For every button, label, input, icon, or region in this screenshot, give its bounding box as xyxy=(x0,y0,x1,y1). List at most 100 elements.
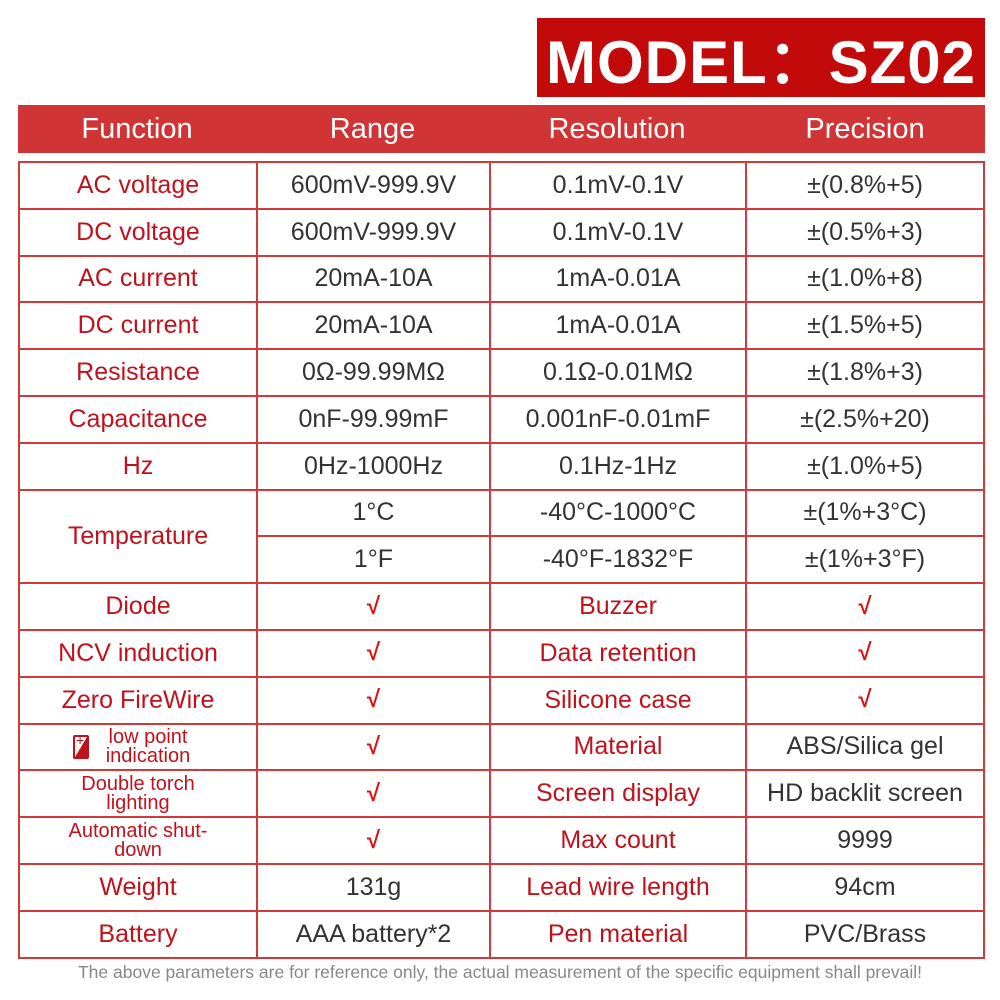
value-cell: ABS/Silica gel xyxy=(745,722,985,772)
feature-cell: Lead wire length xyxy=(489,862,747,912)
resolution-cell-text: 1mA-0.01A xyxy=(555,311,681,340)
precision-cell-text: ±(1%+3°F) xyxy=(804,545,926,574)
disclaimer: The above parameters are for reference o… xyxy=(77,962,922,982)
function-cell-text: DC voltage xyxy=(76,217,200,246)
value-cell-text: HD backlit screen xyxy=(767,779,963,808)
value-cell: 94cm xyxy=(745,862,985,912)
feature-cell: Double torch lighting xyxy=(18,769,258,819)
header-function: Function xyxy=(81,112,193,145)
value-cell-text: √ xyxy=(366,592,381,620)
value-cell-text: 131g xyxy=(345,872,402,901)
feature-cell: Screen display xyxy=(489,769,747,819)
table-row: 1°F -40°F-1832°F ±(1%+3°F) xyxy=(19,535,985,585)
function-cell-text: DC current xyxy=(77,311,199,340)
spec-table: AC voltage 600mV-999.9V 0.1mV-0.1V ±(0.8%+5… xyxy=(18,161,985,959)
value-cell: √ xyxy=(745,628,985,678)
precision-cell: ±(1.0%+8) xyxy=(745,254,985,304)
range-cell-text: 0nF-99.99mF xyxy=(298,404,449,433)
value-cell: √ xyxy=(256,675,491,725)
precision-cell-text: ±(2.5%+20) xyxy=(800,404,930,433)
precision-cell: ±(1.8%+3) xyxy=(745,348,985,397)
range-cell-text: 0Ω-99.99MΩ xyxy=(302,358,445,387)
value-cell: √ xyxy=(745,582,985,631)
range-cell: 20mA-10A xyxy=(256,254,491,304)
precision-cell: ±(1%+3°C) xyxy=(745,488,985,538)
feature-cell-text: NCV induction xyxy=(58,638,218,667)
value-cell-text: PVC/Brass xyxy=(803,919,927,948)
resolution-cell: 0.1Ω-0.01MΩ xyxy=(489,348,747,397)
feature-cell: Pen material xyxy=(489,909,747,959)
precision-cell-text: ±(1.8%+3) xyxy=(807,358,923,387)
feature-cell-text: Silicone case xyxy=(544,685,692,714)
range-cell: 1°C xyxy=(256,488,491,538)
feature-cell-text: Automatic shut-down xyxy=(68,819,208,861)
resolution-cell: 1mA-0.01A xyxy=(489,254,747,304)
feature-cell-text: Battery xyxy=(98,919,178,948)
resolution-cell-text: 0.1Hz-1Hz xyxy=(558,451,678,480)
function-cell: Resistance xyxy=(18,348,258,397)
feature-cell: Data retention xyxy=(489,628,747,678)
table-row: Temperature 1°C -40°C-1000°C ±(1%+3°C) xyxy=(18,488,985,585)
feature-cell: NCV induction xyxy=(18,628,258,678)
function-cell: DC voltage xyxy=(18,207,258,257)
table-row: Automatic shut-down √ Max count 9999 xyxy=(18,816,985,865)
feature-cell: Automatic shut-down xyxy=(18,816,258,865)
table-row: NCV induction √ Data retention √ xyxy=(18,628,985,678)
function-cell-text: Temperature xyxy=(67,521,209,550)
range-cell-text: 20mA-10A xyxy=(314,311,433,340)
function-cell-text: Hz xyxy=(122,451,154,480)
table-row: Diode √ Buzzer √ xyxy=(18,582,985,631)
resolution-cell-text: 1mA-0.01A xyxy=(555,264,681,293)
feature-cell-text: Double torch lighting xyxy=(81,772,195,814)
function-cell: Hz xyxy=(18,441,258,491)
feature-cell: Diode xyxy=(18,582,258,631)
table-row: DC current 20mA-10A 1mA-0.01A ±(1.5%+5) xyxy=(18,301,985,351)
feature-cell-text: Pen material xyxy=(547,919,689,948)
value-cell-text: 9999 xyxy=(837,826,893,855)
value-cell: 131g xyxy=(256,862,491,912)
function-cell: Temperature xyxy=(18,488,258,585)
value-cell-text: √ xyxy=(366,732,381,760)
table-row: AC voltage 600mV-999.9V 0.1mV-0.1V ±(0.8%+5… xyxy=(18,161,985,210)
function-cell-text: AC current xyxy=(78,264,198,293)
table-header: Function Range Resolution Precision xyxy=(18,105,985,153)
feature-cell: Weight xyxy=(18,862,258,912)
resolution-cell: 0.1Hz-1Hz xyxy=(489,441,747,491)
feature-cell: Buzzer xyxy=(489,582,747,631)
table-row: low point indication √ Material ABS/Silica … xyxy=(18,722,985,772)
value-cell-text: √ xyxy=(366,826,381,854)
feature-cell-text: Screen display xyxy=(536,779,700,808)
table-row: Double torch lighting √ Screen display HD b… xyxy=(18,769,985,819)
value-cell: HD backlit screen xyxy=(745,769,985,819)
feature-cell-text: low point indication xyxy=(105,725,191,767)
table-row: Hz 0Hz-1000Hz 0.1Hz-1Hz ±(1.0%+5) xyxy=(18,441,985,491)
value-cell-text: √ xyxy=(858,592,872,620)
feature-cell-text: Weight xyxy=(99,872,177,901)
value-cell-text: 94cm xyxy=(834,872,896,901)
precision-cell-text: ±(1.0%+5) xyxy=(807,451,923,480)
resolution-cell: -40°F-1832°F xyxy=(489,535,747,585)
range-cell-text: 1°F xyxy=(353,545,394,574)
feature-cell: Zero FireWire xyxy=(18,675,258,725)
range-cell: 0nF-99.99mF xyxy=(256,394,491,444)
table-row: Zero FireWire √ Silicone case √ xyxy=(18,675,985,725)
value-cell: √ xyxy=(745,675,985,725)
model-title: MODEL：SZ02 xyxy=(537,18,985,97)
table-row: AC current 20mA-10A 1mA-0.01A ±(1.0%+8) xyxy=(18,254,985,304)
range-cell: 20mA-10A xyxy=(256,301,491,351)
feature-cell-text: Data retention xyxy=(539,638,697,667)
resolution-cell-text: -40°F-1832°F xyxy=(542,545,694,574)
value-cell: √ xyxy=(256,722,491,772)
table-row: Capacitance 0nF-99.99mF 0.001nF-0.01mF ±(2.… xyxy=(18,394,985,444)
value-cell-text: √ xyxy=(366,686,381,714)
precision-cell-text: ±(1%+3°C) xyxy=(803,498,927,527)
precision-cell: ±(1.5%+5) xyxy=(745,301,985,351)
header-precision: Precision xyxy=(805,112,925,145)
feature-cell-text: Zero FireWire xyxy=(61,685,215,714)
precision-cell: ±(2.5%+20) xyxy=(745,394,985,444)
value-cell: √ xyxy=(256,816,491,865)
function-cell: Capacitance xyxy=(18,394,258,444)
feature-cell-text: Diode xyxy=(105,592,171,621)
resolution-cell: 0.1mV-0.1V xyxy=(489,161,747,210)
precision-cell: ±(0.8%+5) xyxy=(745,161,985,210)
